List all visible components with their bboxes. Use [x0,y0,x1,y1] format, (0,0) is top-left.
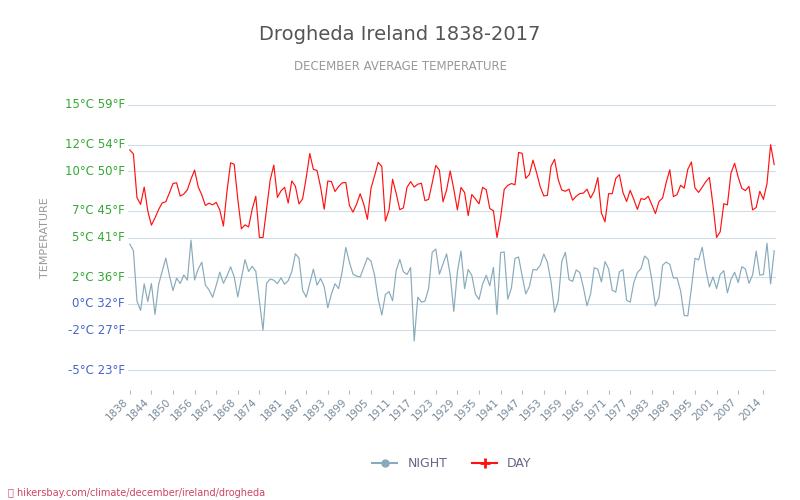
Text: -5°C 23°F: -5°C 23°F [68,364,125,376]
Text: 15°C 59°F: 15°C 59°F [65,98,125,112]
Legend: NIGHT, DAY: NIGHT, DAY [367,452,537,475]
Text: 📍 hikersbay.com/climate/december/ireland/drogheda: 📍 hikersbay.com/climate/december/ireland… [8,488,265,498]
Text: 2°C 36°F: 2°C 36°F [72,271,125,284]
Text: 7°C 45°F: 7°C 45°F [72,204,125,218]
Text: 10°C 50°F: 10°C 50°F [65,164,125,177]
Text: -2°C 27°F: -2°C 27°F [67,324,125,337]
Text: DECEMBER AVERAGE TEMPERATURE: DECEMBER AVERAGE TEMPERATURE [294,60,506,73]
Text: 5°C 41°F: 5°C 41°F [72,231,125,244]
Text: 12°C 54°F: 12°C 54°F [65,138,125,151]
Text: 0°C 32°F: 0°C 32°F [72,298,125,310]
Text: Drogheda Ireland 1838-2017: Drogheda Ireland 1838-2017 [259,25,541,44]
Y-axis label: TEMPERATURE: TEMPERATURE [40,197,50,278]
